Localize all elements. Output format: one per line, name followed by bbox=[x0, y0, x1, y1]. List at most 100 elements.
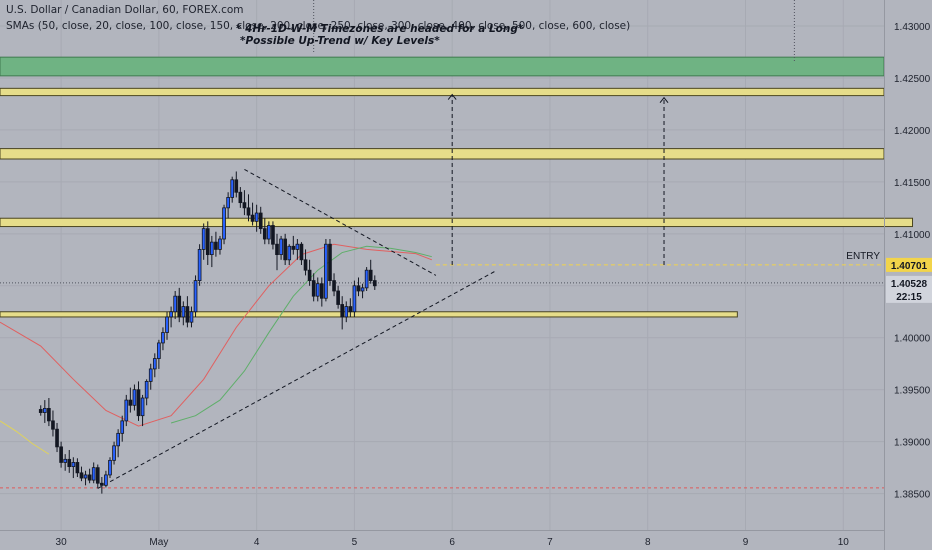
candle-body-bear bbox=[38, 409, 43, 413]
x-tick-label: 30 bbox=[56, 537, 68, 548]
candle-body-bear bbox=[271, 225, 275, 245]
candle-body-bear bbox=[75, 462, 80, 474]
candle-body-bear bbox=[59, 446, 63, 463]
countdown-badge-bg bbox=[886, 288, 932, 303]
candle-body-bear bbox=[87, 474, 92, 481]
candle bbox=[368, 259, 373, 284]
y-tick-label: 1.39000 bbox=[894, 438, 931, 449]
candle bbox=[328, 239, 332, 286]
candle bbox=[157, 339, 161, 369]
candle bbox=[193, 275, 198, 317]
candle-body-bear bbox=[291, 245, 296, 250]
candle-body-bear bbox=[55, 428, 59, 448]
candle-body-bear bbox=[336, 290, 340, 305]
candle bbox=[242, 190, 247, 216]
trendline-1 bbox=[97, 269, 498, 489]
x-tick-label: May bbox=[149, 537, 168, 548]
candle bbox=[291, 235, 296, 255]
countdown-badge: 22:15 bbox=[896, 292, 922, 303]
candle-body-bull bbox=[352, 285, 357, 313]
candle-body-bull bbox=[315, 283, 320, 297]
candle-body-bull bbox=[364, 269, 369, 289]
candle-body-bear bbox=[51, 420, 55, 430]
candle-body-bear bbox=[307, 269, 312, 281]
candle-body-bull bbox=[173, 295, 177, 313]
candle-body-bull bbox=[169, 311, 173, 318]
candle-body-bear bbox=[283, 238, 287, 261]
candle bbox=[197, 244, 202, 286]
candle bbox=[51, 410, 55, 437]
candle bbox=[108, 457, 112, 479]
candle bbox=[140, 394, 145, 427]
entry-label: ENTRY bbox=[846, 251, 880, 262]
candle-body-bear bbox=[214, 241, 218, 250]
candle-body-bull bbox=[267, 225, 271, 240]
candle-body-bull bbox=[344, 306, 349, 318]
candle bbox=[230, 176, 235, 203]
candle-body-bear bbox=[238, 191, 243, 204]
y-tick-label: 1.41000 bbox=[894, 230, 931, 241]
candle-body-bull bbox=[124, 399, 129, 422]
candle bbox=[295, 239, 300, 260]
candle bbox=[63, 454, 68, 471]
candle-body-bull bbox=[226, 197, 230, 209]
candle bbox=[55, 422, 59, 453]
candle-body-bear bbox=[262, 228, 267, 240]
key-level-zone-3 bbox=[0, 217, 914, 228]
candle bbox=[132, 384, 137, 411]
candle bbox=[91, 462, 96, 484]
candle-body-bull bbox=[193, 280, 198, 313]
candle-body-bear bbox=[250, 214, 255, 222]
candle-body-bull bbox=[112, 445, 116, 461]
y-tick-label: 1.42000 bbox=[894, 126, 931, 137]
candle bbox=[311, 273, 316, 302]
entry-price-badge-bg bbox=[886, 257, 932, 272]
candle bbox=[340, 296, 345, 330]
candle-body-bull bbox=[148, 368, 153, 382]
candle bbox=[226, 192, 230, 219]
candle-body-bear bbox=[136, 389, 141, 417]
annotation-uptrend: *Possible Up-Trend w/ Key Levels* bbox=[240, 35, 440, 47]
x-tick-label: 8 bbox=[645, 537, 651, 548]
candle bbox=[79, 466, 84, 482]
candle bbox=[124, 394, 129, 427]
candle bbox=[360, 283, 365, 299]
candle-body-bear bbox=[258, 212, 263, 230]
candle-body-bull bbox=[157, 342, 161, 359]
candle-body-bull bbox=[279, 238, 283, 256]
y-tick-label: 1.41500 bbox=[894, 178, 931, 189]
candle bbox=[136, 381, 141, 421]
candle bbox=[185, 296, 190, 328]
key-level-zone-1 bbox=[0, 87, 885, 97]
candle bbox=[356, 277, 361, 297]
candle-body-bull bbox=[222, 207, 226, 240]
candle-body-bull bbox=[108, 459, 112, 476]
candle-body-bear bbox=[332, 280, 336, 292]
candle bbox=[336, 285, 340, 309]
key-level-zone-2 bbox=[0, 148, 885, 160]
candle-body-bear bbox=[275, 243, 279, 256]
candle-body-bear bbox=[177, 295, 182, 318]
candle-body-bull bbox=[201, 228, 206, 250]
candle bbox=[161, 327, 165, 351]
candle-body-bull bbox=[152, 358, 157, 370]
x-tick-label: 6 bbox=[449, 537, 455, 548]
candle bbox=[116, 429, 120, 458]
candle bbox=[104, 470, 108, 488]
candle-body-bull bbox=[91, 467, 96, 481]
candle bbox=[95, 464, 100, 489]
entry-price-badge: 1.40701 bbox=[891, 261, 928, 272]
candle-body-bull bbox=[63, 458, 68, 463]
candle-body-bull bbox=[104, 474, 108, 486]
candle bbox=[287, 244, 292, 265]
candle bbox=[254, 204, 259, 232]
candle bbox=[189, 306, 194, 328]
candle-body-bull bbox=[165, 316, 169, 333]
candle bbox=[83, 470, 88, 486]
candle-body-bear bbox=[303, 259, 308, 271]
candle bbox=[148, 363, 153, 390]
candle bbox=[299, 242, 304, 265]
candle-body-bull bbox=[254, 212, 259, 222]
y-tick-label: 1.43000 bbox=[894, 22, 931, 33]
